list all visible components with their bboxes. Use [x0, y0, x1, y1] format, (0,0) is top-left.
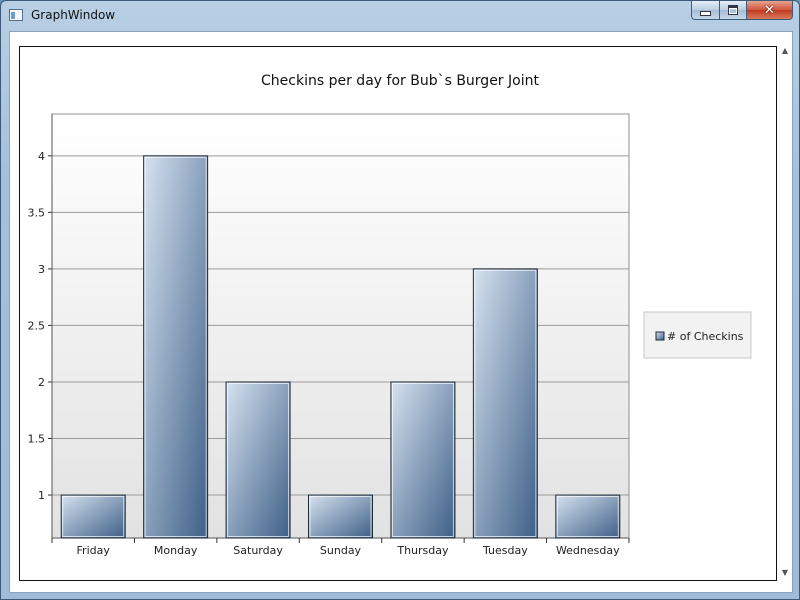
x-tick-label: Friday	[77, 544, 111, 557]
window-icon[interactable]	[9, 9, 23, 21]
bar	[390, 381, 456, 539]
x-tick-label: Tuesday	[482, 544, 528, 557]
y-tick-label: 3	[38, 263, 45, 276]
maximize-button[interactable]	[719, 1, 747, 20]
y-tick-label: 1.5	[28, 433, 46, 446]
y-tick-label: 1	[38, 489, 45, 502]
close-icon: ✕	[764, 2, 775, 18]
x-tick-label: Monday	[154, 544, 198, 557]
bar-highlight	[556, 496, 619, 537]
bar-highlight	[391, 382, 454, 537]
bar-highlight	[474, 269, 537, 537]
x-tick-label: Thursday	[396, 544, 449, 557]
vertical-scrollbar[interactable]: ▲ ▼	[778, 32, 792, 592]
plot-area	[51, 113, 630, 539]
x-tick-label: Sunday	[320, 544, 362, 557]
bar-highlight	[227, 382, 290, 537]
minimize-icon	[700, 10, 711, 16]
client-area: Checkins per day for Bub`s Burger Joint 1…	[9, 31, 793, 593]
title-bar[interactable]: GraphWindow ✕	[1, 1, 799, 31]
bar	[225, 381, 291, 539]
x-tick-label: Wednesday	[556, 544, 620, 557]
bar	[472, 268, 538, 539]
y-tick-label: 3.5	[28, 206, 46, 219]
bar	[308, 494, 373, 539]
y-tick-label: 2.5	[28, 319, 46, 332]
window-title: GraphWindow	[31, 8, 116, 22]
minimize-button[interactable]	[691, 1, 720, 20]
y-tick-label: 4	[38, 150, 45, 163]
maximize-icon	[728, 5, 738, 15]
bar-highlight	[62, 496, 125, 537]
close-button[interactable]: ✕	[746, 1, 793, 20]
y-tick-label: 2	[38, 376, 45, 389]
legend-swatch	[655, 331, 665, 341]
bar-chart: Checkins per day for Bub`s Burger Joint 1…	[28, 73, 752, 557]
bar-highlight	[309, 496, 372, 537]
scroll-up-arrow-icon[interactable]: ▲	[781, 46, 789, 55]
bar	[60, 494, 126, 539]
legend-label: # of Checkins	[667, 330, 744, 343]
scroll-down-arrow-icon[interactable]: ▼	[781, 568, 789, 577]
bar	[143, 155, 209, 539]
bar-highlight	[144, 156, 207, 538]
x-tick-label: Saturday	[233, 544, 283, 557]
chart-title: Checkins per day for Bub`s Burger Joint	[261, 73, 539, 89]
legend: # of Checkins	[643, 311, 752, 359]
chart-container: Checkins per day for Bub`s Burger Joint 1…	[19, 46, 777, 581]
bar	[555, 494, 621, 539]
